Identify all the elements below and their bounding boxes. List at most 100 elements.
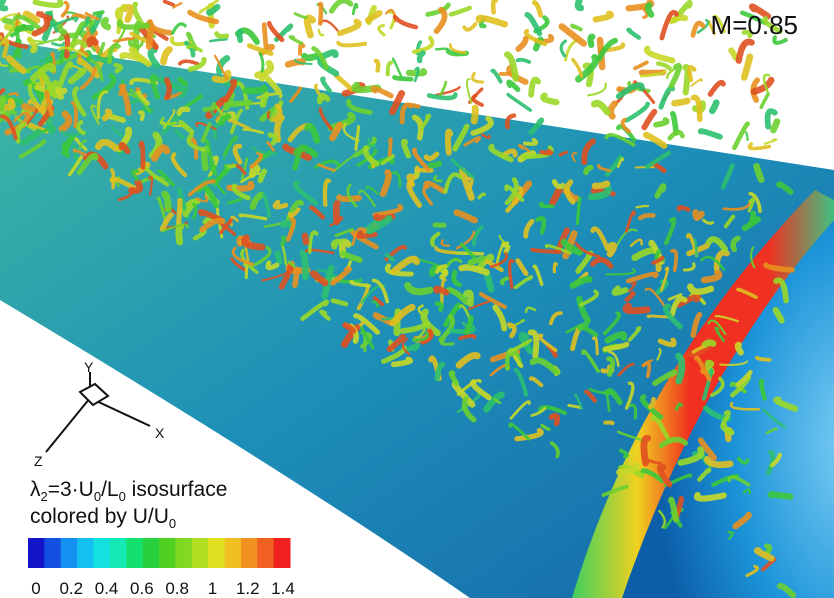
vortex-strand <box>667 129 685 141</box>
vortex-strand <box>346 98 373 115</box>
vortex-strand <box>714 314 739 323</box>
vortex-strand <box>236 28 244 43</box>
vortex-strand <box>732 511 752 530</box>
vortex-strand <box>240 157 249 181</box>
vortex-strand <box>138 140 146 170</box>
vortex-strand <box>694 355 712 382</box>
vortex-strand <box>603 389 611 412</box>
vortex-strand <box>574 241 601 259</box>
vortex-strand <box>257 168 268 184</box>
vortex-strand <box>770 452 783 468</box>
vortex-strand <box>346 183 358 208</box>
vortex-strand <box>452 123 470 152</box>
vortex-strand <box>336 40 368 48</box>
vortex-strand <box>527 329 540 359</box>
vortex-strand <box>548 311 563 326</box>
vortex-strand <box>453 209 478 224</box>
vortex-strand <box>492 304 508 332</box>
vortex-strand <box>467 300 491 311</box>
vortex-strand <box>67 155 84 177</box>
vortex-strand <box>317 28 325 37</box>
vortex-strand <box>32 0 64 8</box>
vortex-strand <box>57 46 88 58</box>
vortex-strand <box>651 255 665 265</box>
vortex-strand <box>112 36 136 43</box>
vortex-strand <box>507 258 515 290</box>
vortex-strand <box>528 76 541 98</box>
vortex-strand <box>451 158 475 179</box>
vortex-strand <box>765 449 776 476</box>
vortex-strand <box>356 148 378 167</box>
vortex-strand <box>574 0 585 12</box>
vortex-strand <box>438 314 456 342</box>
vortex-strand <box>311 46 329 71</box>
vortex-strand <box>635 204 650 209</box>
vortex-strand <box>0 0 9 12</box>
vortex-strand <box>750 246 756 269</box>
vortex-strand <box>686 242 711 257</box>
vortex-strand <box>278 263 294 290</box>
vortex-strand <box>601 484 629 497</box>
vortex-strand <box>61 141 70 159</box>
vortex-strand <box>91 73 117 100</box>
vortex-strand <box>454 251 485 256</box>
vortex-strand <box>434 361 446 382</box>
vortex-strand <box>379 169 392 198</box>
vortex-strand <box>622 302 651 315</box>
vortex-strand <box>537 333 558 353</box>
vortex-strand <box>202 101 217 112</box>
vortex-strand <box>767 491 794 500</box>
vortex-strand <box>229 108 244 135</box>
vortex-strand <box>186 132 206 152</box>
vortex-strand <box>643 45 676 64</box>
vortex-strand <box>294 58 313 65</box>
vortex-strand <box>463 136 481 147</box>
vortex-strand <box>515 258 529 277</box>
vortex-strand <box>509 400 531 420</box>
vortex-strand <box>552 261 558 274</box>
vortex-strand <box>371 278 390 304</box>
vortex-strand <box>700 268 723 284</box>
vortex-strand <box>471 93 484 107</box>
vortex-strand <box>776 181 794 195</box>
vortex-strand <box>625 271 659 284</box>
vortex-strand <box>741 216 761 232</box>
vortex-strand <box>466 78 473 104</box>
triad-x-axis <box>89 397 151 427</box>
vortex-strand <box>762 408 787 429</box>
vortex-strand <box>342 122 360 142</box>
vortex-strand <box>407 102 421 109</box>
vortex-strand <box>135 90 150 106</box>
vortex-strand <box>330 238 344 250</box>
vortex-strand <box>90 104 100 125</box>
vortex-strand <box>567 403 583 410</box>
vortex-strand <box>304 248 335 255</box>
vortex-strand <box>26 36 38 54</box>
vortex-strand <box>265 260 280 271</box>
vortex-strand <box>720 422 735 436</box>
colorbar-swatch <box>60 538 78 568</box>
vortex-strand <box>458 334 477 341</box>
vortex-strand <box>336 194 362 202</box>
vortex-strand <box>416 50 426 64</box>
vortex-strand <box>459 242 476 260</box>
vortex-strand <box>121 4 134 23</box>
vortex-strand <box>130 169 140 182</box>
vortex-strand <box>39 53 52 63</box>
vortex-strand <box>772 35 788 45</box>
vortex-strand <box>87 18 95 29</box>
vortex-strand <box>319 309 331 321</box>
vortex-strand <box>549 441 560 459</box>
vortex-strand <box>187 56 207 72</box>
vortex-strand <box>113 62 124 74</box>
vortex-strand <box>727 530 735 540</box>
vortex-strand <box>728 47 739 61</box>
vortex-strand <box>60 0 70 18</box>
vortex-strand <box>484 272 495 293</box>
colorbar-tick-label: 0.4 <box>95 579 119 598</box>
vortex-strand <box>697 467 712 482</box>
vortex-strand <box>440 277 447 306</box>
vortex-strand <box>463 289 474 307</box>
vortex-strand <box>490 68 503 84</box>
vortex-strand <box>713 14 726 34</box>
